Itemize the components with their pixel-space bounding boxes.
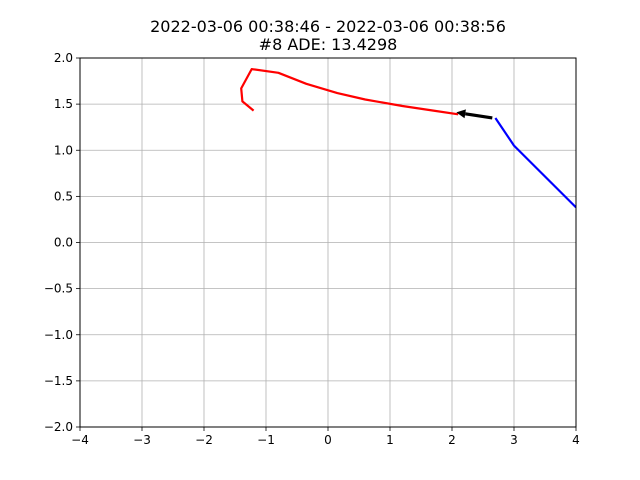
x-tick-label: 4 (572, 433, 580, 447)
y-tick-label: 0.5 (54, 189, 73, 203)
y-axis: −2.0 −1.5 −1.0 −0.5 0.0 0.5 1.0 1.5 2.0 (44, 51, 80, 434)
direction-arrow (456, 109, 493, 120)
y-tick-label: 1.5 (54, 97, 73, 111)
arrow-head (456, 109, 466, 119)
series-line-0 (240, 67, 459, 116)
y-tick-label: 1.0 (54, 143, 73, 157)
y-tick-label: −1.0 (44, 328, 73, 342)
x-tick-label: 1 (386, 433, 394, 447)
grid-lines (79, 57, 577, 428)
y-tick-label: −2.0 (44, 420, 73, 434)
y-tick-label: 0.0 (54, 236, 73, 250)
x-tick-label: −4 (71, 433, 89, 447)
y-tick-label: 2.0 (54, 51, 73, 65)
series-line-1 (494, 117, 576, 209)
x-tick-label: −2 (195, 433, 213, 447)
x-tick-label: −3 (133, 433, 151, 447)
y-tick-label: −0.5 (44, 282, 73, 296)
x-tick-label: 3 (510, 433, 518, 447)
x-tick-label: 0 (324, 433, 332, 447)
y-tick-label: −1.5 (44, 374, 73, 388)
series-lines (240, 67, 576, 209)
chart-title: 2022-03-06 00:38:46 - 2022-03-06 00:38:5… (150, 17, 506, 36)
x-axis: −4 −3 −2 −1 0 1 2 3 4 (71, 427, 580, 447)
x-tick-label: −1 (257, 433, 275, 447)
arrow-shaft (464, 112, 493, 120)
x-tick-label: 2 (448, 433, 456, 447)
chart-subtitle: #8 ADE: 13.4298 (259, 35, 398, 54)
